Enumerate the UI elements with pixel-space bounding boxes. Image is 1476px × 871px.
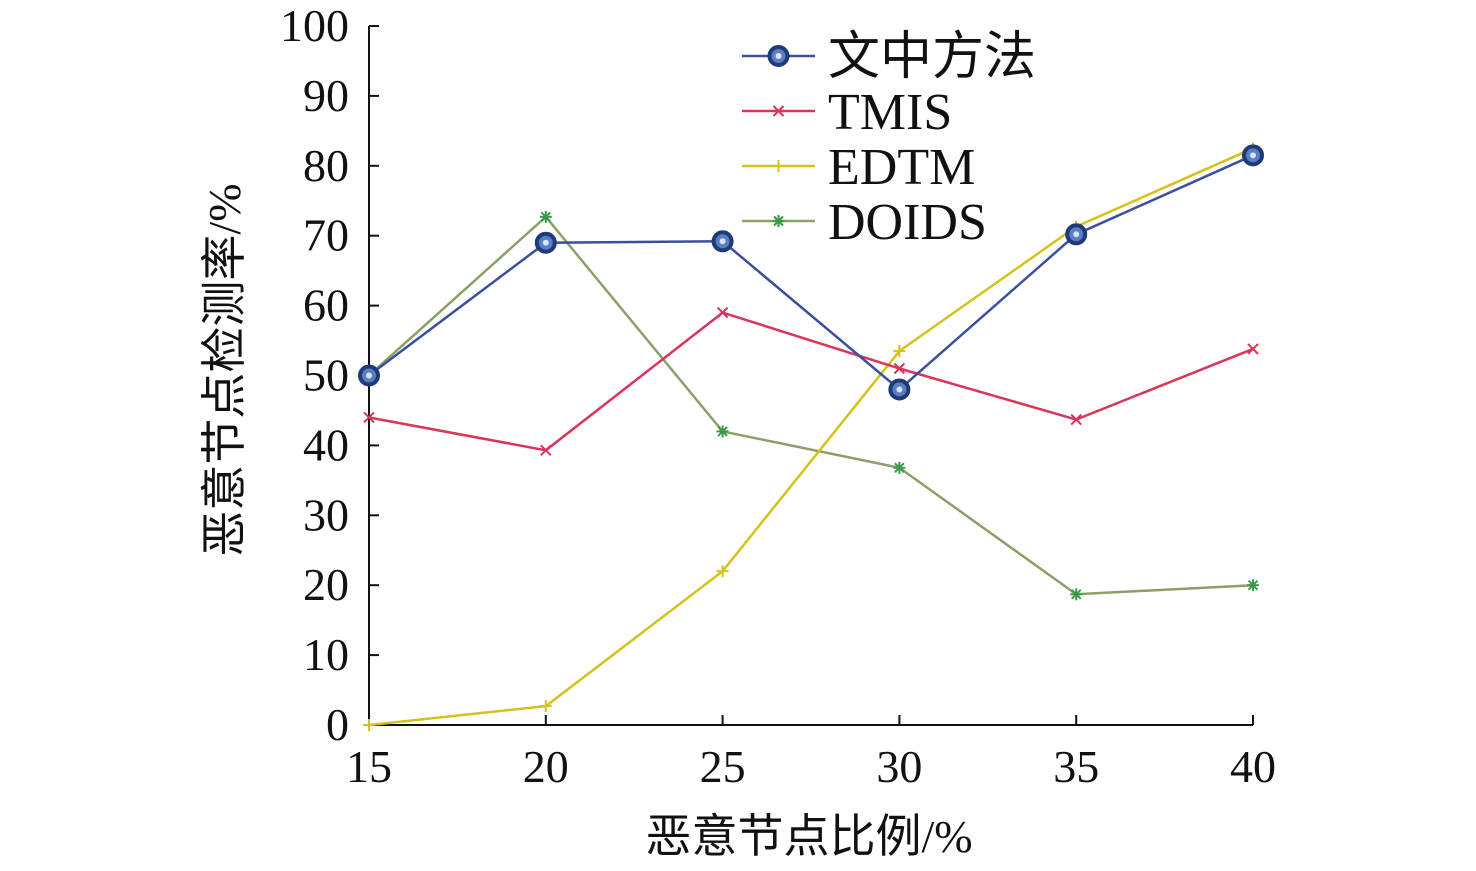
x-tick-label: 40 [1230,741,1276,792]
data-point [539,700,552,713]
data-point [539,210,552,223]
data-point [893,345,906,358]
data-point [540,444,552,457]
legend-item: EDTM [742,139,975,196]
data-point [893,362,906,375]
data-point [363,411,375,424]
series-EDTM [363,142,1259,731]
series-line [368,311,1254,452]
x-tick-label: 15 [346,741,392,792]
legend-marker [772,160,785,172]
series-line [368,154,1254,392]
legend-label: EDTM [828,139,975,196]
legend-marker [772,105,785,117]
series-DOIDS [363,210,1259,601]
y-tick-label: 60 [303,280,349,331]
y-tick-label: 20 [303,559,349,610]
y-axis-ticks: 0 10 20 30 40 50 60 70 80 90 100 [280,0,379,750]
series-line [368,147,1254,727]
data-point [1070,588,1083,601]
data-point [716,425,729,438]
data-point [1247,579,1259,592]
legend-marker [767,45,790,67]
data-point [363,719,375,731]
y-axis-title: 恶意节点检测率/% [199,183,250,556]
y-tick-label: 70 [303,210,349,261]
data-point [358,364,380,387]
legend-item: 文中方法 [742,29,1036,86]
data-point [1070,413,1082,426]
series-layer [358,142,1264,731]
x-tick-label: 30 [876,741,922,792]
series-line [368,215,1254,596]
y-tick-label: 30 [303,489,349,540]
y-tick-label: 90 [303,70,349,121]
data-point [1247,343,1259,355]
data-point [716,565,729,578]
data-point [1242,144,1264,167]
data-point [534,231,557,254]
series-文中方法 [358,144,1264,401]
axes [368,26,1253,726]
legend-label: DOIDS [828,194,987,251]
y-tick-label: 40 [303,419,349,470]
y-tick-label: 50 [303,350,349,401]
data-point [716,306,729,319]
legend-label: 文中方法 [828,29,1036,86]
y-tick-label: 0 [326,699,349,750]
data-point [893,461,906,474]
x-tick-label: 20 [523,741,569,792]
legend-item: TMIS [742,84,952,141]
y-tick-label: 100 [280,0,349,51]
data-point [888,378,911,401]
legend-marker [772,215,785,227]
legend-label: TMIS [828,84,952,141]
y-tick-label: 10 [303,629,349,680]
legend-item: DOIDS [742,194,987,251]
series-TMIS [363,306,1259,457]
y-tick-label: 80 [303,140,349,191]
x-axis-title: 恶意节点比例/% [645,811,972,862]
x-axis-ticks: 15 20 25 30 35 40 [346,715,1276,792]
x-tick-label: 25 [700,741,746,792]
data-point [1065,223,1088,246]
data-point [711,230,734,253]
x-tick-label: 35 [1053,741,1099,792]
